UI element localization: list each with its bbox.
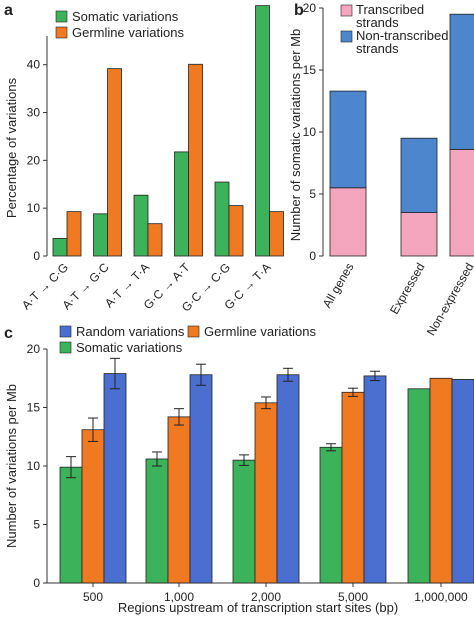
panel-letter-c: c bbox=[4, 325, 13, 342]
legend-a-somatic-label: Somatic variations bbox=[72, 9, 179, 24]
panel-b-y-tick-label: 10 bbox=[303, 125, 317, 139]
panel-a-bar-germline bbox=[66, 211, 82, 257]
panel-b-x-tick-label: Expressed bbox=[387, 261, 427, 317]
legend-c-somatic-label: Somatic variations bbox=[76, 340, 183, 355]
panel-c-bar-germline bbox=[81, 429, 105, 584]
panel-a-bar-germline bbox=[188, 63, 203, 257]
panel-a-bar-somatic bbox=[214, 181, 230, 257]
panel-b-bar-transcribed bbox=[400, 212, 438, 257]
legend-b-non-transcribed-swatch bbox=[340, 30, 353, 43]
panel-c-bar-germline bbox=[429, 377, 453, 584]
panel-c-y-tick-label: 5 bbox=[33, 518, 40, 532]
panel-c-y-tick-label: 0 bbox=[33, 576, 40, 590]
panel-b-y-tick-label: 0 bbox=[309, 249, 316, 263]
panel-b-x-tick-label: All genes bbox=[320, 261, 357, 311]
panel-a-y-axis-title: Percentage of variations bbox=[4, 77, 19, 218]
panel-c-x-tick-label: 5,000 bbox=[338, 590, 368, 604]
panel-c-bar-random bbox=[276, 374, 300, 584]
panel-a-bar-germline bbox=[228, 205, 244, 257]
panel-c-y-axis-title: Number of variations per Mb bbox=[4, 384, 19, 548]
panel-c-bar-somatic bbox=[59, 466, 83, 584]
panel-c-bar-germline bbox=[167, 416, 191, 584]
panel-b-x-tick-label: Non-expressed bbox=[424, 261, 474, 338]
panel-c-y-tick-label: 15 bbox=[27, 401, 41, 415]
panel-c-y-tick-label: 10 bbox=[27, 459, 41, 473]
panel-c-bar-somatic bbox=[407, 388, 431, 584]
panel-a-y-tick-label: 0 bbox=[33, 249, 40, 263]
panel-b-bar-non-transcribed bbox=[329, 90, 367, 189]
legend-c-random-swatch bbox=[59, 325, 72, 338]
panel-c-bar-somatic bbox=[319, 446, 343, 584]
panel-c-x-tick-label: 1,000,000 bbox=[414, 590, 468, 604]
panel-c-bar-random bbox=[189, 374, 213, 584]
panel-b-bar-transcribed bbox=[449, 148, 474, 257]
panel-c-x-axis-title: Regions upstream of transcription start … bbox=[118, 600, 398, 615]
panel-a-y-tick-label: 40 bbox=[27, 58, 41, 72]
panel-c-x-tick-label: 2,000 bbox=[251, 590, 281, 604]
panel-c-bar-random bbox=[103, 373, 127, 584]
legend-c-germline-swatch bbox=[187, 325, 200, 338]
panel-a-bar-germline bbox=[107, 68, 122, 257]
panel-c-bar-germline bbox=[341, 391, 365, 584]
panel-a-y-tick-label: 10 bbox=[27, 201, 41, 215]
legend-c-somatic-swatch bbox=[59, 341, 72, 354]
legend-a-germline-swatch bbox=[55, 26, 68, 39]
legend-a-somatic-swatch bbox=[55, 10, 68, 23]
panel-c-bar-random bbox=[363, 375, 387, 584]
panel-c-x-tick-label: 1,000 bbox=[164, 590, 194, 604]
panel-a-bar-somatic bbox=[93, 213, 108, 257]
panel-b-bar-non-transcribed bbox=[400, 137, 438, 213]
panel-c-bar-germline bbox=[254, 402, 278, 584]
panel-b-y-tick-label: 5 bbox=[309, 187, 316, 201]
panel-b-bar-non-transcribed bbox=[449, 13, 474, 150]
panel-letter-a: a bbox=[4, 2, 13, 19]
panel-b-bar-transcribed bbox=[329, 187, 367, 257]
panel-b-y-axis-title: Number of somatic variations per Mb bbox=[288, 29, 303, 241]
panel-c-bar-random bbox=[451, 379, 474, 584]
legend-c-random-label: Random variations bbox=[76, 324, 185, 339]
panel-c-y-tick-label: 20 bbox=[27, 342, 41, 356]
legend-c-germline-label: Germline variations bbox=[204, 324, 316, 339]
panel-a-bar-germline bbox=[147, 223, 163, 257]
panel-a-y-tick-label: 20 bbox=[27, 153, 41, 167]
panel-a-bar-germline bbox=[269, 211, 284, 257]
panel-a-bar-somatic bbox=[174, 151, 189, 257]
panel-b-y-tick-label: 15 bbox=[303, 63, 317, 77]
panel-c-bar-somatic bbox=[145, 458, 169, 584]
panel-a-bar-somatic bbox=[255, 5, 270, 257]
panel-a-bar-somatic bbox=[52, 238, 68, 257]
panel-b-y-tick-label: 20 bbox=[303, 1, 317, 15]
legend-b-transcribed-label: Transcribed strands bbox=[356, 2, 424, 30]
legend-b-non-transcribed-label: Non-transcribed strands bbox=[356, 28, 449, 56]
panel-a-y-tick-label: 30 bbox=[27, 106, 41, 120]
panel-letter-b: b bbox=[294, 2, 304, 19]
panel-a-bar-somatic bbox=[133, 194, 149, 257]
legend-a-germline-label: Germline variations bbox=[72, 25, 184, 40]
legend-b-transcribed-swatch bbox=[340, 4, 353, 17]
panel-c-x-tick-label: 500 bbox=[83, 590, 103, 604]
panel-c-bar-somatic bbox=[232, 459, 256, 584]
